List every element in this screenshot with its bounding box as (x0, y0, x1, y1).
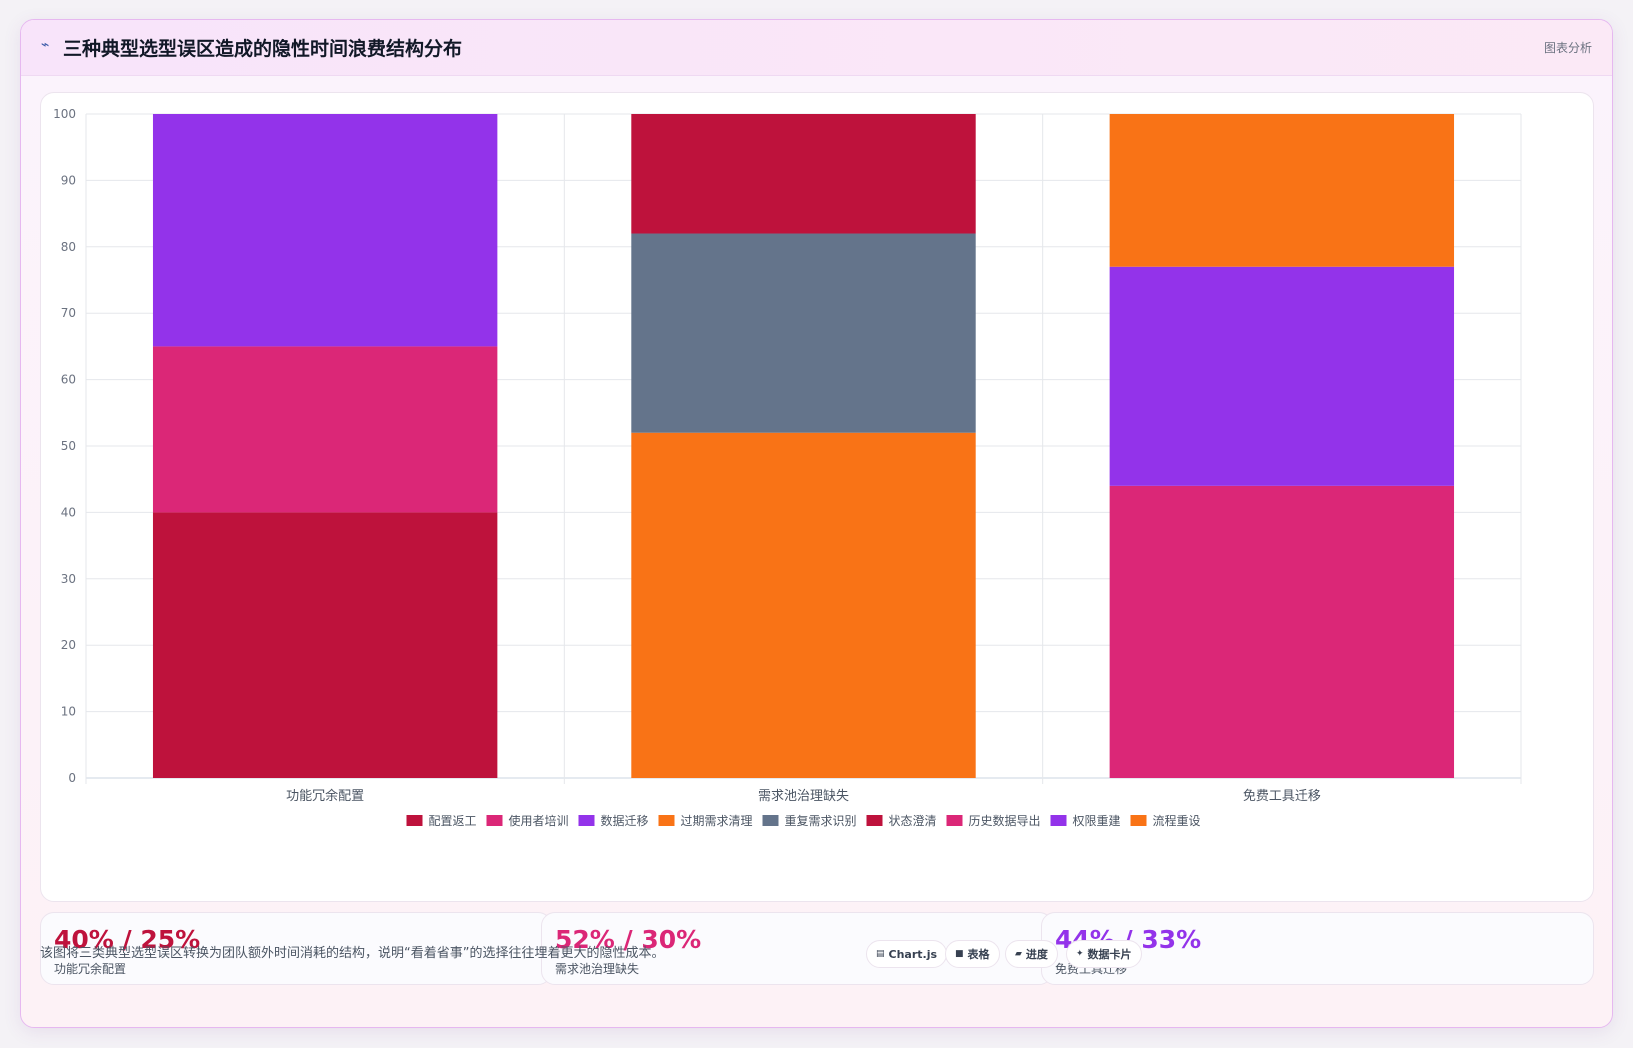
y-tick-label: 100 (53, 107, 76, 121)
legend-swatch (486, 815, 503, 826)
bar-segment (152, 114, 498, 347)
chip-label: 进度 (1025, 948, 1048, 961)
chip-progress[interactable]: ▰ 进度 (1005, 940, 1058, 968)
bar-segment (1109, 114, 1455, 267)
chart-library-icon: ▤ (876, 949, 885, 959)
chip-label: 数据卡片 (1087, 948, 1132, 961)
bar-segment (152, 512, 498, 778)
legend-swatch (406, 815, 423, 826)
y-tick-label: 10 (61, 705, 76, 719)
stacked-bar-chart: 0 10 20 30 40 50 60 70 80 90 100 功能冗余配置 需求池治理缺失 免费工具迁… (53, 107, 1522, 828)
legend-label: 流程重设 (1153, 813, 1201, 828)
legend-label: 状态澄清 (889, 813, 937, 828)
y-tick-label: 80 (61, 240, 76, 254)
chart-panel: 0 10 20 30 40 50 60 70 80 90 100 功能冗余配置 需求池治理缺失 免费工具迁… (40, 92, 1594, 902)
bar-segment (1109, 485, 1455, 778)
chip-label: Chart.js (888, 947, 938, 961)
y-tick-label: 70 (61, 306, 76, 320)
y-tick-label: 30 (61, 572, 76, 586)
y-tick-label: 50 (61, 439, 76, 453)
stat-label: 需求池治理缺失 (555, 962, 640, 976)
legend-label: 使用者培训 (508, 813, 568, 828)
card-header: ⌁ 三种典型选型误区造成的隐性时间浪费结构分布 图表分析 (21, 20, 1612, 76)
chip-data-card[interactable]: ✦ 数据卡片 (1066, 940, 1142, 968)
section-tag: 图表分析 (1543, 41, 1592, 55)
y-tick-label: 40 (61, 505, 76, 519)
chip-chartjs[interactable]: ▤ Chart.js (866, 940, 948, 968)
legend-swatch (946, 815, 963, 826)
legend-label: 权限重建 (1073, 814, 1121, 828)
bar-segment (631, 233, 976, 433)
bar-segment (631, 114, 976, 234)
legend-swatch (762, 815, 779, 826)
legend-label: 配置返工 (428, 814, 476, 828)
chip-table[interactable]: ■ 表格 (945, 940, 1000, 968)
legend-swatch (1050, 815, 1067, 826)
stat-card-1: 40% / 25% 功能冗余配置 (40, 912, 552, 985)
y-tick-label: 90 (61, 173, 76, 187)
legend-swatch (866, 815, 883, 826)
bar-segment (631, 432, 976, 778)
chart-icon: ⌁ (41, 37, 50, 53)
chart-footnote: 该图将三类典型选型误区转换为团队额外时间消耗的结构，说明“看着省事”的选择往往埋… (40, 946, 665, 961)
page-title: 三种典型选型误区造成的隐性时间浪费结构分布 (63, 38, 463, 60)
sparkle-icon: ✦ (1076, 949, 1084, 959)
chip-label: 表格 (967, 948, 990, 961)
legend-swatch (658, 815, 675, 826)
bar-segment (152, 346, 498, 513)
legend-swatch (578, 815, 595, 826)
stat-label: 功能冗余配置 (54, 962, 127, 976)
stat-value: 40% / 25% (54, 925, 201, 954)
x-tick-label: 需求池治理缺失 (758, 789, 849, 804)
legend-label: 过期需求清理 (680, 814, 752, 828)
legend-label: 数据迁移 (600, 813, 648, 828)
x-tick-label: 功能冗余配置 (286, 788, 364, 804)
progress-icon: ▰ (1015, 949, 1022, 959)
y-tick-label: 20 (61, 638, 76, 652)
stat-value: 52% / 30% (555, 925, 702, 954)
chart-card: ⌁ 三种典型选型误区造成的隐性时间浪费结构分布 图表分析 0 10 20 30 40 50… (20, 19, 1613, 1028)
legend-label: 历史数据导出 (969, 813, 1041, 828)
x-tick-label: 免费工具迁移 (1243, 789, 1321, 804)
y-tick-label: 0 (68, 771, 76, 785)
table-icon: ■ (955, 949, 964, 959)
legend-label: 重复需求识别 (784, 814, 856, 828)
bar-segment (1109, 266, 1455, 486)
legend-swatch (1130, 815, 1147, 826)
y-tick-label: 60 (61, 373, 76, 387)
